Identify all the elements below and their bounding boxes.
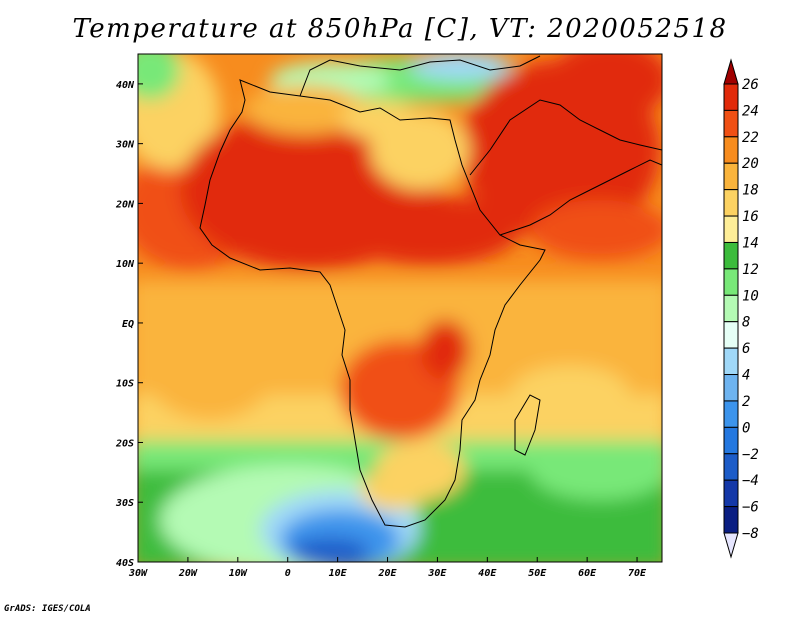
colorbar-bottom-arrow xyxy=(723,532,739,559)
lon-tick-label: 0 xyxy=(285,568,291,579)
colorbar-swatch xyxy=(723,294,739,323)
longitude-axis: 30W 20W 10W 0 10E 20E 30E 40E 50E 60E 70E xyxy=(128,557,647,579)
lon-tick-label: 40E xyxy=(478,568,497,579)
lat-tick-label: 20N xyxy=(115,199,135,210)
lon-tick-label: 60E xyxy=(578,568,597,579)
lon-tick-label: 10E xyxy=(329,568,348,579)
lat-tick-label: 30N xyxy=(115,140,135,151)
colorbar-swatch xyxy=(723,426,739,455)
colorbar-swatch xyxy=(723,347,739,376)
colorbar-swatch xyxy=(723,400,739,428)
colorbar-label: 6 xyxy=(742,341,750,357)
coastlines xyxy=(199,55,662,528)
colorbar-swatch xyxy=(723,321,739,349)
lon-tick-label: 20W xyxy=(178,568,198,579)
lon-tick-label: 10W xyxy=(229,568,248,579)
lon-tick-label: 50E xyxy=(528,568,547,579)
colorbar-label: −4 xyxy=(742,473,759,489)
colorbar-label: 18 xyxy=(742,183,759,199)
latitude-axis: 40N 30N 20N 10N EQ 10S 20S 30S 40S xyxy=(115,80,143,569)
colorbar-swatch xyxy=(723,506,739,534)
lon-tick-label: 30E xyxy=(427,568,447,579)
colorbar-label: 0 xyxy=(742,420,750,436)
colorbar-label: 4 xyxy=(742,368,750,384)
credit-text: GrADS: IGES/COLA xyxy=(4,604,91,614)
colorbar-label: 24 xyxy=(742,103,759,119)
map-frame xyxy=(137,53,663,563)
colorbar-swatch xyxy=(723,241,739,270)
lat-tick-label: 40N xyxy=(116,80,135,91)
colorbar-swatch xyxy=(723,268,739,296)
lon-tick-label: 70E xyxy=(628,568,647,579)
colorbar-swatch xyxy=(723,189,739,217)
colorbar-label: −2 xyxy=(742,447,759,463)
colorbar-label: 8 xyxy=(742,315,750,331)
lat-tick-label: 40S xyxy=(116,558,134,569)
lat-tick-label: EQ xyxy=(122,319,134,330)
colorbar-swatch xyxy=(723,109,739,138)
lat-tick-label: 10N xyxy=(116,259,135,270)
colorbar-swatch xyxy=(723,215,739,243)
colorbar-label: −8 xyxy=(742,526,759,542)
lon-tick-label: 30W xyxy=(128,568,148,579)
colorbar-label: 16 xyxy=(742,209,759,225)
colorbar-swatch xyxy=(723,162,739,191)
lat-tick-label: 20S xyxy=(115,438,134,449)
colorbar-label: 2 xyxy=(742,394,750,410)
colorbar-label: 20 xyxy=(742,156,759,172)
colorbar-label: 10 xyxy=(742,288,759,304)
colorbar-swatch xyxy=(723,479,739,508)
colorbar-label: 22 xyxy=(742,130,759,146)
colorbar-label: 26 xyxy=(742,77,759,93)
colorbar-swatch xyxy=(723,453,739,481)
colorbar-swatch xyxy=(723,136,739,164)
colorbar-top-arrow xyxy=(723,58,739,85)
plot-title: Temperature at 850hPa [C], VT: 202005251… xyxy=(72,14,728,44)
colorbar-label: 12 xyxy=(742,262,759,278)
lat-tick-label: 30S xyxy=(115,498,134,509)
colorbar-swatch xyxy=(723,374,739,402)
colorbar-label: −6 xyxy=(742,500,759,516)
colorbar-label: 14 xyxy=(742,235,759,251)
lon-tick-label: 20E xyxy=(377,568,397,579)
temperature-field xyxy=(138,54,662,562)
colorbar-swatch xyxy=(723,83,739,111)
lat-tick-label: 10S xyxy=(116,379,134,390)
